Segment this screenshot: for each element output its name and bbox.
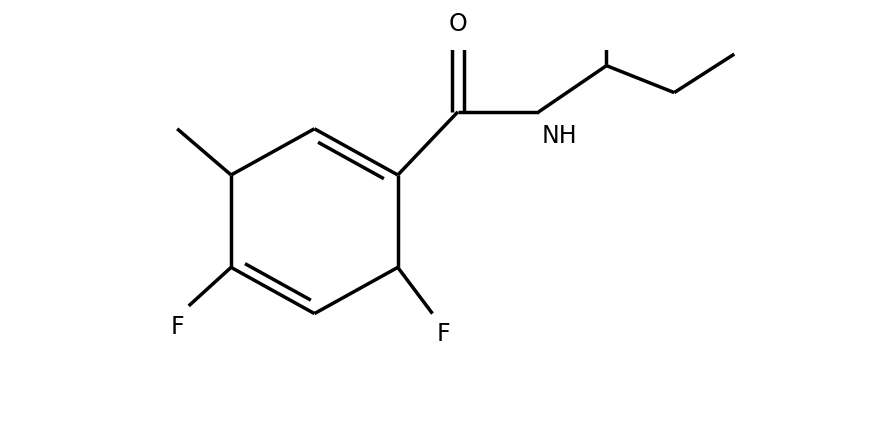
Text: O: O [449,12,467,36]
Text: F: F [170,314,184,338]
Text: NH: NH [542,124,577,148]
Text: F: F [437,322,451,345]
